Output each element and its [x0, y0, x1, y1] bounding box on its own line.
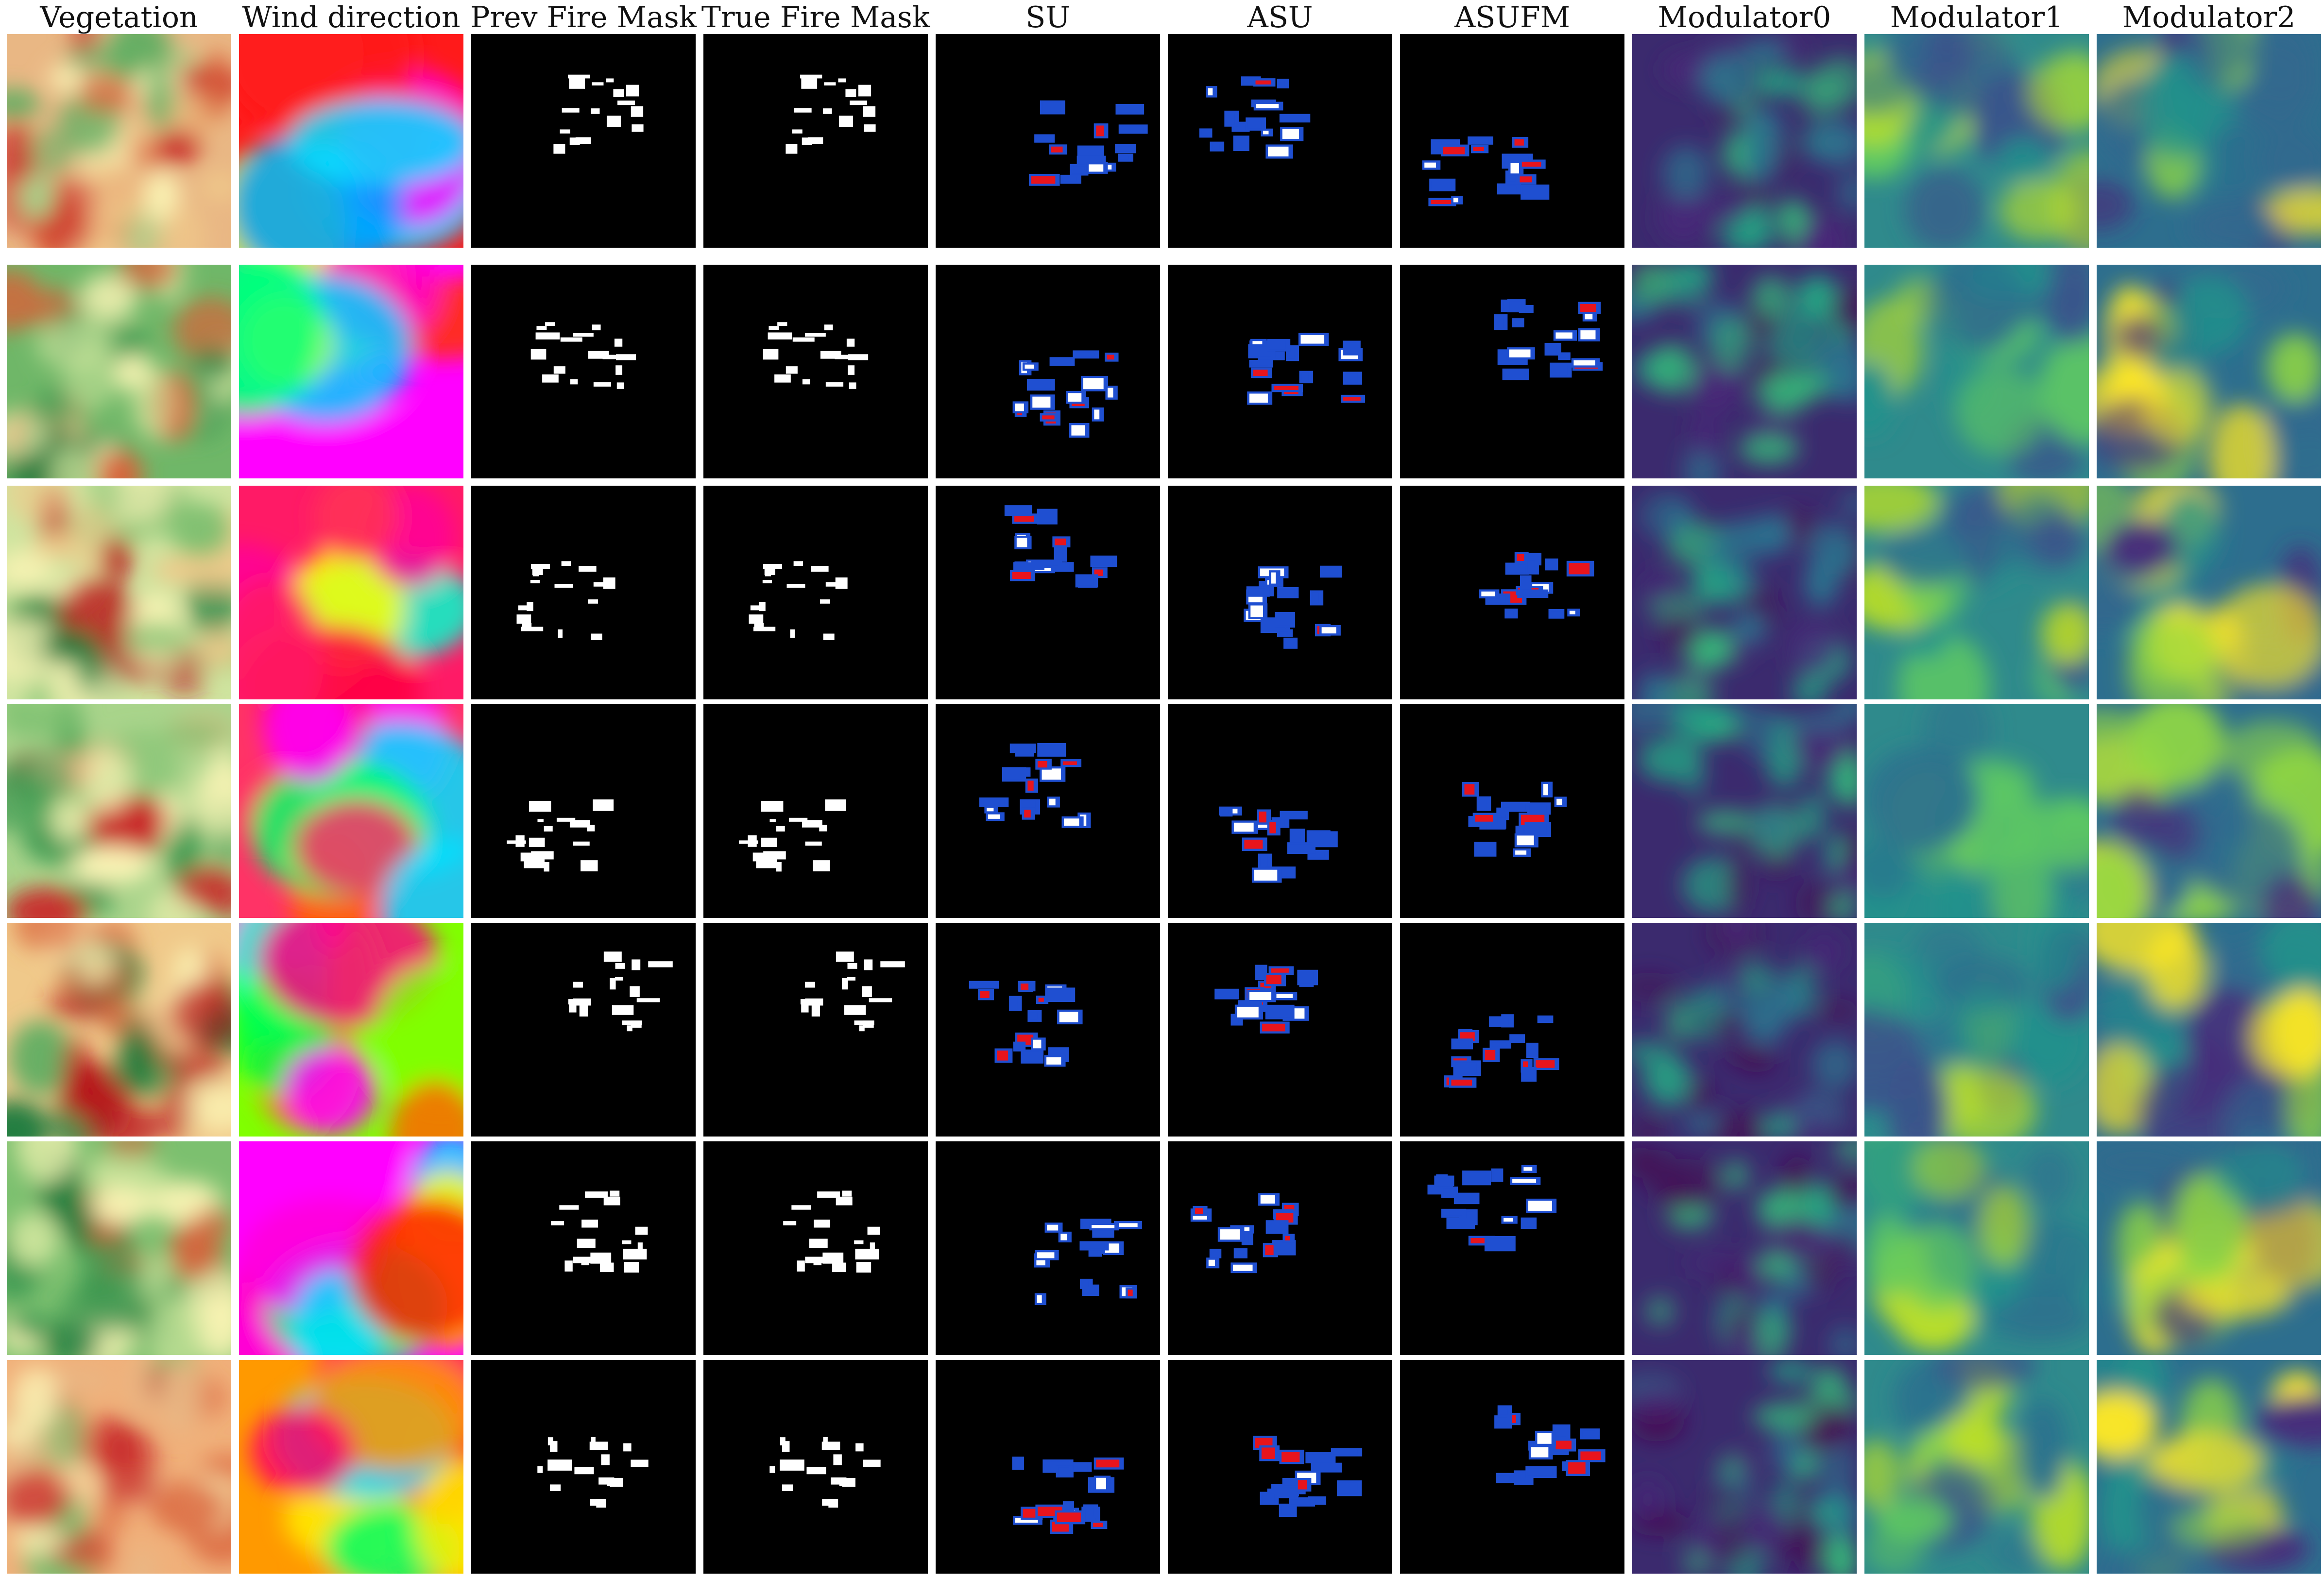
- panel-prev-row2: [471, 265, 696, 478]
- panel-su-row4: [936, 704, 1160, 918]
- panel-su-row7: [936, 1360, 1160, 1574]
- column-title-true: True Fire Mask: [701, 0, 930, 34]
- panel-prev-row6: [471, 1141, 696, 1355]
- panel-mod2-row2: [2097, 265, 2321, 478]
- panel-mod1-row1: [1864, 34, 2089, 248]
- panel-mod2-row4: [2097, 704, 2321, 918]
- panel-mod0-row4: [1632, 704, 1857, 918]
- column-title-asufm: ASUFM: [1454, 0, 1571, 34]
- panel-asufm-row4: [1400, 704, 1624, 918]
- panel-asufm-row5: [1400, 923, 1624, 1137]
- panel-su-row5: [936, 923, 1160, 1137]
- panel-mod1-row5: [1864, 923, 2089, 1137]
- panel-wind-row2: [239, 265, 463, 478]
- panel-wind-row1: [239, 34, 463, 248]
- panel-prev-row5: [471, 923, 696, 1137]
- panel-mod2-row1: [2097, 34, 2321, 248]
- panel-mod1-row7: [1864, 1360, 2089, 1574]
- panel-su-row6: [936, 1141, 1160, 1355]
- column-title-mod2: Modulator2: [2122, 0, 2296, 34]
- panel-mod1-row3: [1864, 486, 2089, 699]
- panel-asufm-row7: [1400, 1360, 1624, 1574]
- panel-wind-row6: [239, 1141, 463, 1355]
- panel-true-row6: [703, 1141, 928, 1355]
- panel-true-row2: [703, 265, 928, 478]
- column-title-su: SU: [1025, 0, 1070, 34]
- panel-wind-row7: [239, 1360, 463, 1574]
- panel-mod2-row3: [2097, 486, 2321, 699]
- panel-asu-row2: [1168, 265, 1392, 478]
- panel-mod0-row6: [1632, 1141, 1857, 1355]
- panel-asu-row3: [1168, 486, 1392, 699]
- panel-true-row5: [703, 923, 928, 1137]
- panel-vegetation-row7: [7, 1360, 231, 1574]
- panel-vegetation-row3: [7, 486, 231, 699]
- panel-asufm-row6: [1400, 1141, 1624, 1355]
- panel-wind-row3: [239, 486, 463, 699]
- panel-asu-row4: [1168, 704, 1392, 918]
- panel-vegetation-row2: [7, 265, 231, 478]
- panel-mod2-row7: [2097, 1360, 2321, 1574]
- panel-su-row3: [936, 486, 1160, 699]
- panel-vegetation-row1: [7, 34, 231, 248]
- panel-true-row3: [703, 486, 928, 699]
- column-title-asu: ASU: [1247, 0, 1313, 34]
- panel-true-row1: [703, 34, 928, 248]
- column-title-vegetation: Vegetation: [40, 0, 198, 34]
- column-title-wind: Wind direction: [242, 0, 461, 34]
- panel-true-row7: [703, 1360, 928, 1574]
- panel-prev-row7: [471, 1360, 696, 1574]
- panel-prev-row4: [471, 704, 696, 918]
- panel-mod2-row5: [2097, 923, 2321, 1137]
- column-title-mod1: Modulator1: [1890, 0, 2064, 34]
- panel-asu-row6: [1168, 1141, 1392, 1355]
- panel-mod0-row1: [1632, 34, 1857, 248]
- panel-asufm-row1: [1400, 34, 1624, 248]
- panel-asu-row7: [1168, 1360, 1392, 1574]
- panel-asufm-row2: [1400, 265, 1624, 478]
- panel-asufm-row3: [1400, 486, 1624, 699]
- panel-wind-row5: [239, 923, 463, 1137]
- panel-mod0-row5: [1632, 923, 1857, 1137]
- column-title-prev: Prev Fire Mask: [470, 0, 697, 34]
- panel-mod1-row6: [1864, 1141, 2089, 1355]
- panel-su-row2: [936, 265, 1160, 478]
- panel-mod1-row2: [1864, 265, 2089, 478]
- panel-su-row1: [936, 34, 1160, 248]
- column-title-mod0: Modulator0: [1658, 0, 1831, 34]
- panel-mod0-row3: [1632, 486, 1857, 699]
- panel-prev-row3: [471, 486, 696, 699]
- panel-prev-row1: [471, 34, 696, 248]
- panel-mod2-row6: [2097, 1141, 2321, 1355]
- panel-wind-row4: [239, 704, 463, 918]
- panel-vegetation-row6: [7, 1141, 231, 1355]
- panel-mod0-row7: [1632, 1360, 1857, 1574]
- panel-asu-row1: [1168, 34, 1392, 248]
- panel-true-row4: [703, 704, 928, 918]
- panel-vegetation-row5: [7, 923, 231, 1137]
- panel-asu-row5: [1168, 923, 1392, 1137]
- panel-vegetation-row4: [7, 704, 231, 918]
- panel-mod0-row2: [1632, 265, 1857, 478]
- panel-mod1-row4: [1864, 704, 2089, 918]
